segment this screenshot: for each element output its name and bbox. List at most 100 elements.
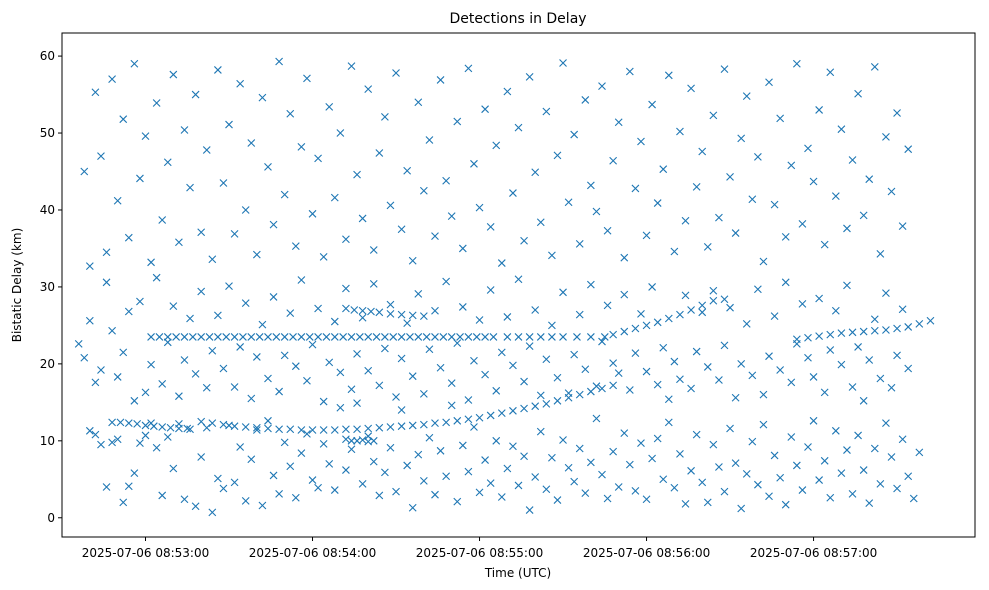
data-point-scattered_noise	[347, 385, 356, 394]
data-point-clutter_10km	[342, 435, 350, 444]
data-point-scattered_noise	[436, 76, 445, 84]
data-point-scattered_noise	[809, 373, 818, 381]
data-point-stationary_23.5km	[188, 333, 197, 341]
data-point-track_27km	[397, 310, 406, 319]
data-point-scattered_noise	[230, 478, 239, 487]
data-point-scattered_noise	[453, 117, 462, 126]
data-point-scattered_noise	[375, 491, 384, 500]
data-point-scattered_noise	[670, 357, 679, 366]
data-point-scattered_noise	[425, 136, 434, 144]
data-point-scattered_noise	[564, 463, 573, 472]
data-point-scattered_noise	[503, 464, 512, 473]
data-point-scattered_noise	[163, 158, 172, 167]
y-tick-label: 10	[40, 434, 55, 448]
data-point-stationary_23.5km	[525, 333, 534, 341]
data-point-scattered_noise	[163, 433, 172, 441]
data-point-track_low_early	[133, 420, 142, 428]
data-point-scattered_noise	[509, 361, 517, 370]
data-point-scattered_noise	[119, 498, 128, 507]
data-point-scattered_noise	[664, 418, 673, 427]
data-point-scattered_noise	[364, 432, 373, 441]
data-point-scattered_noise	[108, 75, 116, 84]
data-point-scattered_noise	[319, 397, 328, 406]
data-point-scattered_noise	[642, 231, 651, 240]
data-point-scattered_noise	[553, 373, 562, 382]
data-point-scattered_noise	[893, 351, 901, 360]
data-point-stationary_23.5km	[397, 333, 406, 341]
data-point-scattered_noise	[186, 183, 194, 192]
data-point-scattered_noise	[475, 203, 484, 212]
data-point-scattered_noise	[230, 229, 239, 238]
data-point-scattered_noise	[748, 371, 757, 380]
data-point-track_main_curve	[286, 425, 295, 434]
data-point-scattered_noise	[625, 386, 634, 394]
data-point-scattered_noise	[241, 299, 250, 307]
data-point-scattered_noise	[837, 360, 846, 369]
data-point-scattered_noise	[703, 498, 712, 507]
data-point-scattered_noise	[241, 496, 250, 505]
data-point-scattered_noise	[303, 430, 311, 438]
data-point-scattered_noise	[464, 467, 473, 476]
data-point-scattered_noise	[325, 102, 334, 111]
data-point-scattered_noise	[581, 489, 590, 498]
data-point-scattered_noise	[548, 251, 556, 260]
data-point-scattered_noise	[742, 92, 751, 100]
data-point-scattered_noise	[213, 66, 222, 74]
data-point-scattered_noise	[152, 99, 161, 107]
data-point-scattered_noise	[559, 288, 567, 297]
data-point-scattered_noise	[870, 315, 879, 324]
data-point-scattered_noise	[124, 233, 133, 242]
data-point-scattered_noise	[904, 472, 913, 481]
data-point-scattered_noise	[353, 349, 361, 358]
data-point-scattered_noise	[369, 246, 378, 254]
data-point-scattered_noise	[336, 368, 345, 377]
data-point-scattered_noise	[692, 183, 701, 191]
data-point-scattered_noise	[570, 477, 579, 486]
data-point-scattered_noise	[291, 362, 300, 371]
data-point-scattered_noise	[542, 355, 551, 364]
data-point-scattered_noise	[509, 189, 517, 197]
data-point-scattered_noise	[336, 129, 345, 137]
data-point-scattered_noise	[453, 339, 462, 347]
data-point-scattered_noise	[286, 309, 295, 317]
data-point-scattered_noise	[403, 461, 412, 470]
data-point-scattered_noise	[781, 233, 790, 241]
data-point-scattered_noise	[74, 339, 83, 348]
data-point-scattered_noise	[854, 431, 862, 440]
data-point-scattered_noise	[525, 506, 534, 514]
data-point-scattered_noise	[202, 383, 211, 392]
data-point-scattered_noise	[798, 219, 807, 228]
data-point-scattered_noise	[397, 225, 406, 234]
y-tick-label: 50	[40, 126, 55, 140]
data-point-track_low_early	[158, 423, 167, 431]
data-point-scattered_noise	[442, 176, 451, 185]
data-point-scattered_noise	[765, 352, 773, 361]
data-point-track_tail	[804, 333, 812, 342]
data-point-scattered_noise	[325, 460, 334, 468]
data-point-scattered_noise	[854, 343, 862, 351]
data-point-track_rising_late	[676, 310, 684, 319]
data-point-scattered_noise	[514, 123, 523, 132]
data-point-track_main_curve	[419, 420, 428, 429]
data-point-scattered_noise	[258, 501, 267, 510]
data-point-scattered_noise	[470, 423, 478, 431]
data-point-scattered_noise	[531, 306, 540, 314]
data-point-scattered_noise	[169, 302, 178, 311]
data-point-stationary_23.5km	[272, 333, 281, 341]
data-point-scattered_noise	[765, 492, 773, 501]
y-tick-label: 20	[40, 357, 55, 371]
data-point-scattered_noise	[759, 390, 768, 399]
data-point-clutter_10km	[369, 436, 378, 445]
data-point-scattered_noise	[631, 349, 640, 357]
data-point-scattered_noise	[726, 424, 734, 433]
data-point-clutter_10km	[347, 436, 356, 445]
data-point-scattered_noise	[431, 490, 439, 499]
data-point-stationary_23.5km	[503, 333, 512, 341]
data-point-scattered_noise	[575, 310, 584, 319]
data-point-scattered_noise	[330, 317, 339, 326]
data-point-scattered_noise	[197, 287, 206, 296]
data-point-stationary_23.5km	[305, 333, 314, 341]
data-point-scattered_noise	[520, 377, 528, 386]
data-point-scattered_noise	[843, 281, 851, 290]
